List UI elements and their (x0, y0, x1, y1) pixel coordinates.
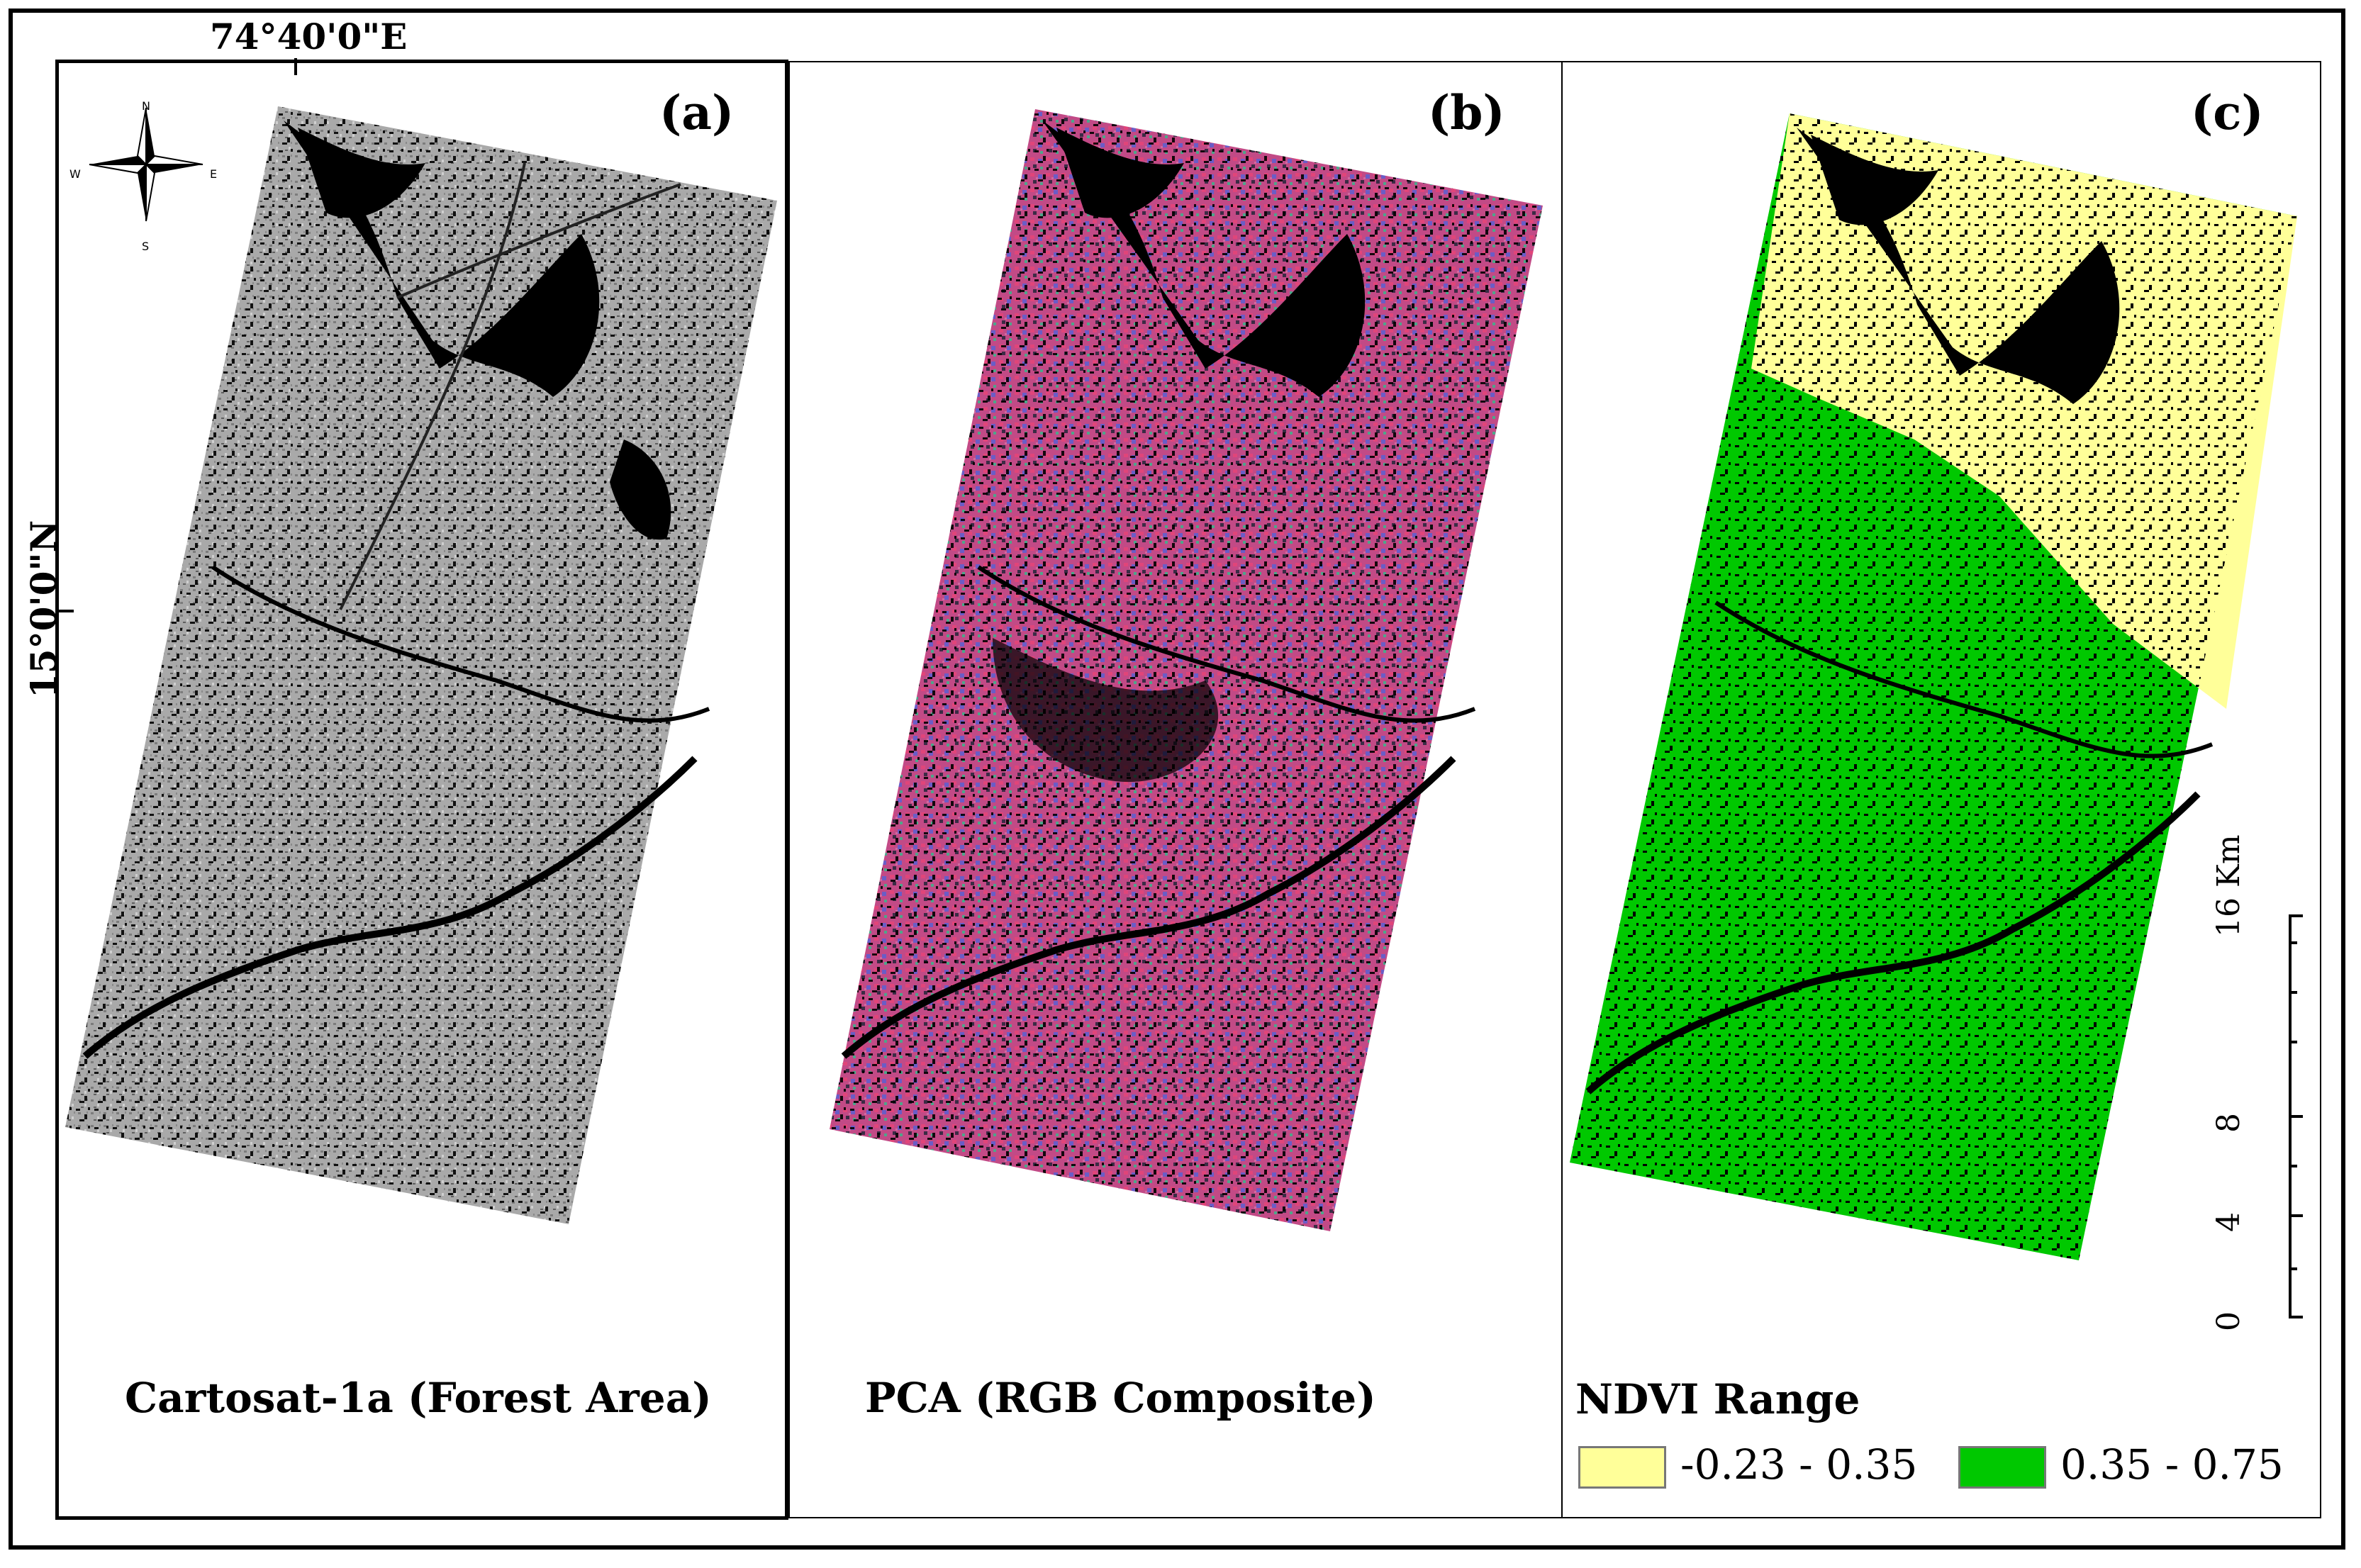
legend-label-low: -0.23 - 0.35 (1680, 1440, 1918, 1489)
panel-divider (1561, 61, 1563, 1518)
compass-n: N (142, 99, 150, 113)
panel-a-caption: Cartosat-1a (Forest Area) (125, 1374, 712, 1422)
scale-tick-4: 4 (2211, 1212, 2247, 1232)
scale-tick-8: 8 (2211, 1113, 2247, 1133)
panel-a-label: (a) (659, 85, 735, 140)
scale-unit-label: 16 Km (2211, 834, 2247, 937)
panel-b-map (830, 109, 1543, 1231)
scale-tick-0: 0 (2211, 1311, 2247, 1331)
panel-a-frame (55, 60, 788, 1520)
panel-b-label: (b) (1428, 85, 1505, 140)
panel-b-caption: PCA (RGB Composite) (865, 1374, 1376, 1422)
scale-bar (2289, 914, 2303, 1318)
legend-swatch-low (1578, 1446, 1666, 1489)
north-arrow-icon (89, 107, 203, 222)
compass-s: S (142, 240, 150, 253)
longitude-label: 74°40'0"E (210, 16, 408, 57)
legend-swatch-high (1958, 1446, 2046, 1489)
panel-c-label: (c) (2191, 85, 2264, 140)
compass-w: W (69, 167, 81, 181)
panel-c-map (1570, 113, 2297, 1260)
legend-title: NDVI Range (1575, 1375, 1860, 1423)
panel-a-map (65, 106, 777, 1224)
figure-frame (9, 9, 2345, 1550)
latitude-tick (57, 610, 74, 612)
panel-bc-frame (788, 61, 2321, 1518)
longitude-tick (294, 58, 297, 75)
legend-label-high: 0.35 - 0.75 (2060, 1440, 2284, 1489)
compass-e: E (210, 167, 218, 181)
